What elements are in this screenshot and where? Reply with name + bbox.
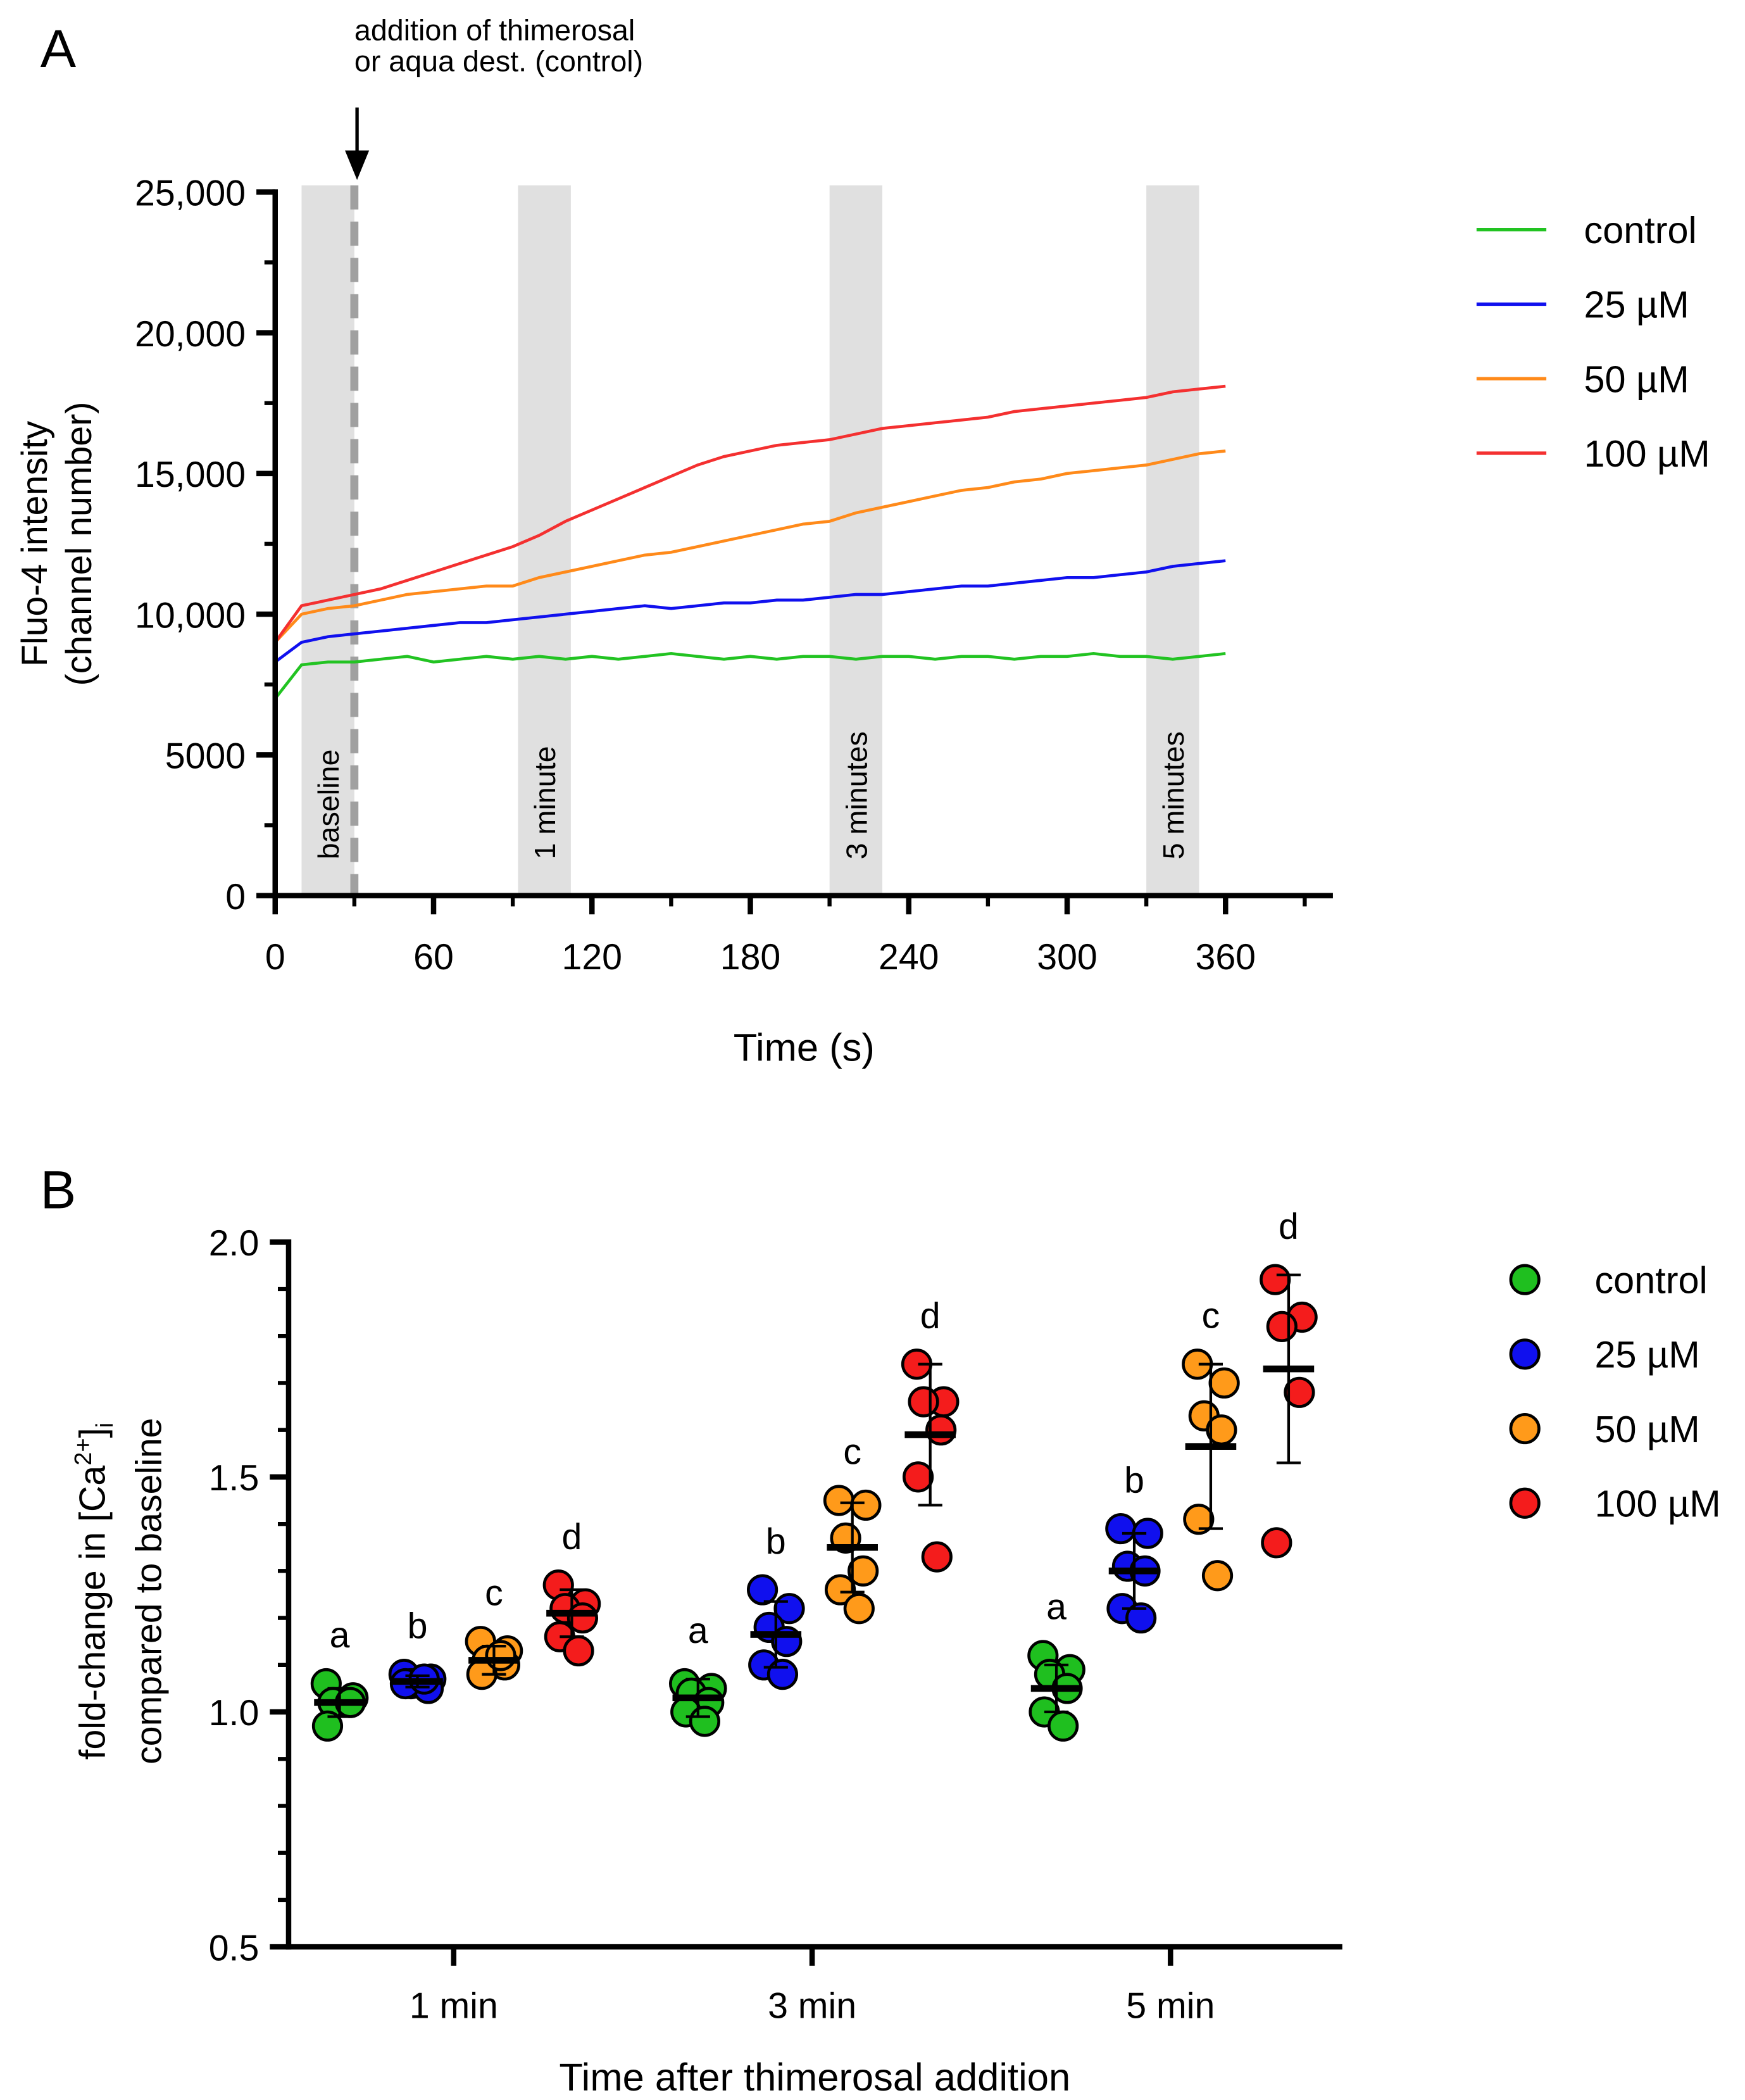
data-point — [1266, 1311, 1298, 1342]
data-point — [766, 1659, 799, 1690]
data-point — [903, 1461, 934, 1493]
y-axis-title-line2: compared to baseline — [128, 1418, 169, 1764]
window-label: baseline — [312, 750, 345, 860]
y-tick-label: 0 — [225, 877, 246, 917]
legend-label: 50 µM — [1584, 358, 1689, 400]
data-point — [1261, 1527, 1292, 1559]
data-point — [746, 1574, 779, 1606]
significance-letter: d — [920, 1295, 941, 1336]
data-point — [843, 1593, 875, 1625]
data-point — [921, 1541, 953, 1573]
significance-letter: a — [688, 1611, 708, 1651]
legend-marker-2 — [1509, 1412, 1541, 1445]
series-line-0 — [273, 651, 1226, 700]
y-tick-label: 2.0 — [209, 1223, 260, 1264]
significance-letter: c — [843, 1432, 861, 1473]
y-title-superscript: 2+ — [70, 1438, 97, 1466]
series-line-1 — [274, 559, 1226, 663]
data-point — [908, 1386, 939, 1418]
data-point — [1208, 1367, 1240, 1399]
significance-letter: d — [1279, 1206, 1299, 1247]
data-point — [1284, 1376, 1315, 1408]
legend-label: 25 µM — [1584, 284, 1689, 326]
window-band — [829, 185, 883, 896]
y-title-subscript: i — [91, 1423, 118, 1428]
panel-label: B — [41, 1160, 77, 1220]
legend-label: 100 µM — [1584, 432, 1710, 475]
annotation-line1: addition of thimerosal — [354, 14, 635, 47]
data-point — [1201, 1560, 1234, 1592]
significance-letter: c — [485, 1573, 503, 1613]
window-label: 3 minutes — [840, 731, 873, 859]
data-point — [825, 1574, 856, 1606]
annotation-arrow-head — [345, 150, 370, 180]
significance-letter: b — [766, 1521, 786, 1562]
significance-letter: d — [562, 1516, 582, 1557]
y-axis-title-line1: fold-change in [Ca2+]i — [70, 1423, 118, 1760]
data-point — [689, 1706, 721, 1737]
significance-letter: a — [1046, 1587, 1066, 1628]
x-tick-label: 180 — [720, 937, 781, 978]
y-axis-title-line1: Fluo-4 intensity — [15, 420, 55, 667]
x-tick-label: 3 min — [768, 1986, 856, 2027]
x-tick-label: 5 min — [1126, 1986, 1215, 2027]
data-point — [1260, 1264, 1291, 1295]
window-band — [1146, 185, 1199, 896]
x-tick-label: 120 — [561, 937, 622, 978]
legend-marker-1 — [1509, 1338, 1541, 1370]
y-tick-label: 20,000 — [135, 314, 246, 355]
x-tick-label: 360 — [1195, 937, 1256, 978]
x-axis-title: Time after thimerosal addition — [559, 2056, 1070, 2099]
significance-letter: c — [1202, 1295, 1220, 1336]
y-tick-label: 1.5 — [209, 1458, 260, 1499]
data-point — [311, 1710, 344, 1742]
panel-label: A — [41, 18, 77, 79]
y-title-text: fold-change in [Ca — [72, 1466, 113, 1760]
window-label: 1 minute — [529, 746, 561, 859]
x-tick-label: 1 min — [410, 1986, 498, 2027]
y-tick-label: 25,000 — [135, 173, 246, 214]
x-tick-label: 300 — [1037, 937, 1098, 978]
window-label: 5 minutes — [1157, 731, 1190, 859]
significance-letter: a — [330, 1615, 350, 1656]
legend-label: control — [1584, 209, 1697, 251]
legend-label: 50 µM — [1594, 1408, 1699, 1450]
x-axis-title: Time (s) — [734, 1026, 875, 1069]
y-tick-label: 15,000 — [135, 455, 246, 495]
x-tick-label: 0 — [265, 937, 285, 978]
y-tick-label: 5000 — [165, 736, 246, 777]
legend-marker-3 — [1509, 1487, 1541, 1519]
data-point — [823, 1485, 855, 1516]
data-point — [563, 1635, 594, 1667]
y-tick-label: 0.5 — [209, 1928, 260, 1968]
data-point — [1048, 1710, 1079, 1742]
legend-label: 25 µM — [1594, 1333, 1699, 1376]
series-line-3 — [273, 384, 1226, 643]
significance-letter: b — [1124, 1460, 1144, 1500]
significance-letter: b — [408, 1606, 428, 1646]
series-line-2 — [274, 449, 1226, 644]
y-axis-title-line2: (channel number) — [59, 402, 99, 686]
legend-marker-0 — [1509, 1264, 1541, 1295]
data-point — [850, 1489, 882, 1521]
panel-b: B 0.5 1.0 1.5 2.0 1 min 3 min 5 min Time after t… — [41, 1160, 1721, 2099]
y-tick-label: 10,000 — [135, 595, 246, 636]
legend-label: control — [1594, 1259, 1707, 1301]
x-tick-label: 240 — [879, 937, 939, 978]
y-tick-label: 1.0 — [209, 1693, 260, 1733]
x-tick-label: 60 — [413, 937, 454, 978]
data-point — [1125, 1602, 1157, 1634]
window-band — [301, 185, 354, 896]
annotation-line2: or aqua dest. (control) — [354, 44, 643, 77]
data-point — [847, 1555, 879, 1587]
y-title-bracket: ] — [72, 1428, 113, 1438]
data-point — [1105, 1512, 1137, 1545]
legend-label: 100 µM — [1594, 1482, 1720, 1525]
data-point — [1183, 1504, 1215, 1535]
